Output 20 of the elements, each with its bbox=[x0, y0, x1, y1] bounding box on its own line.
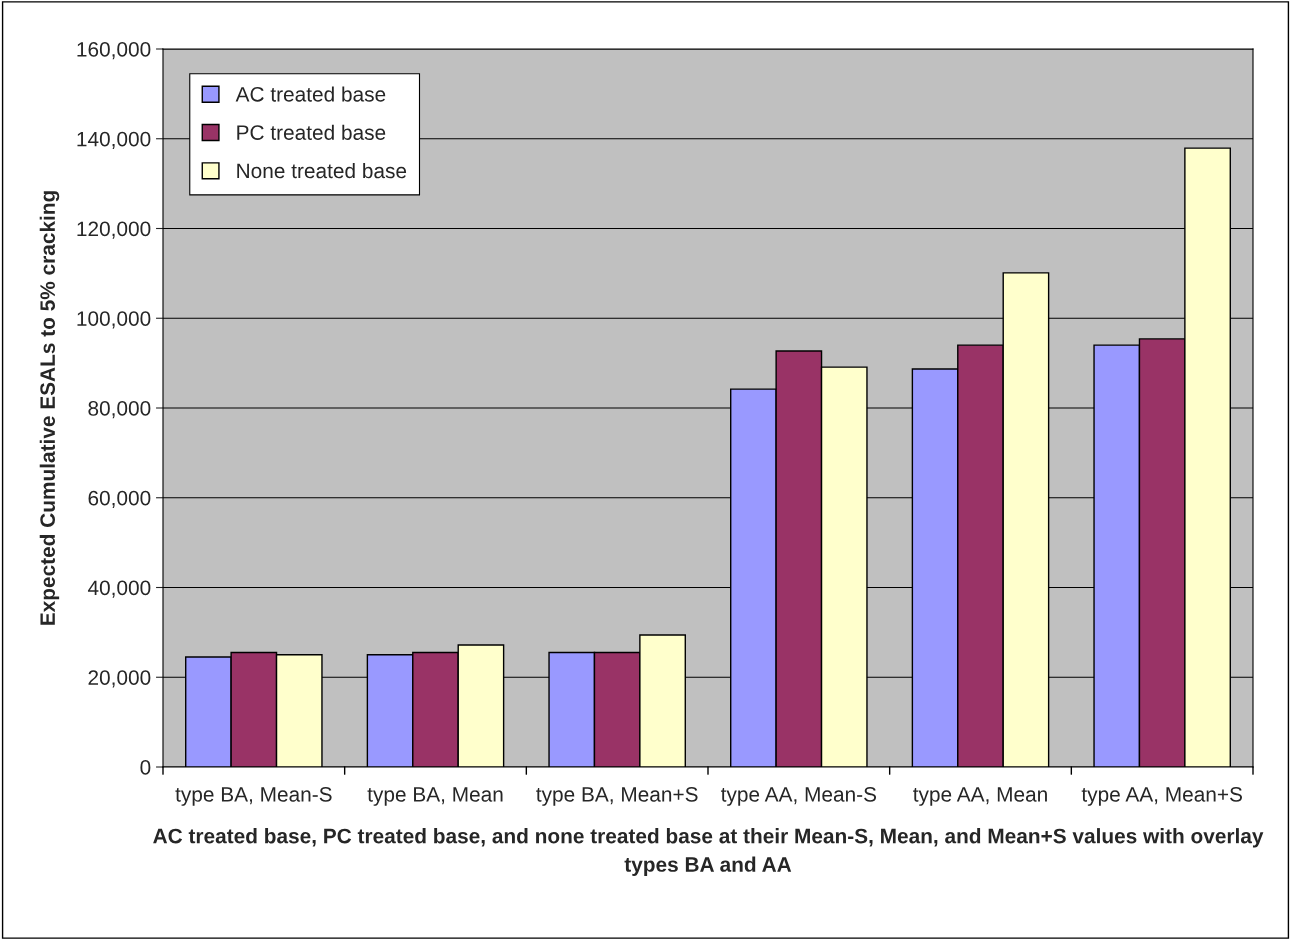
x-tick-label: type BA, Mean-S bbox=[175, 786, 332, 806]
y-tick-label: 0 bbox=[140, 760, 151, 775]
x-tick-label: type BA, Mean bbox=[367, 787, 503, 806]
legend-label: None treated base bbox=[237, 162, 407, 179]
y-tick-label: 60,000 bbox=[88, 490, 151, 508]
y-tick-label: 140,000 bbox=[77, 131, 151, 149]
y-tick-label: 120,000 bbox=[77, 221, 151, 239]
legend-label: PC treated base bbox=[237, 124, 386, 140]
legend-label: AC treated base bbox=[235, 86, 386, 102]
y-tick-label: 20,000 bbox=[88, 670, 151, 688]
y-tick-label: 80,000 bbox=[88, 401, 151, 419]
y-tick-label: 100,000 bbox=[77, 311, 151, 329]
x-tick-label: type AA, Mean-S bbox=[720, 786, 877, 806]
x-tick-label: type AA, Mean bbox=[913, 787, 1047, 806]
x-tick-label: type BA, Mean+S bbox=[536, 786, 698, 806]
y-tick-label: 160,000 bbox=[77, 42, 151, 60]
y-tick-label: 40,000 bbox=[87, 580, 151, 598]
x-tick-label: type AA, Mean+S bbox=[1081, 786, 1242, 806]
x-axis-title: AC treated base, PC treated base, and none treated base at their Mean-S, Mean, and Mean+S values with overlay types BA and AA bbox=[153, 828, 1264, 876]
y-axis-title: Expected Cumulative ESALs to 5% cracking bbox=[39, 191, 60, 625]
